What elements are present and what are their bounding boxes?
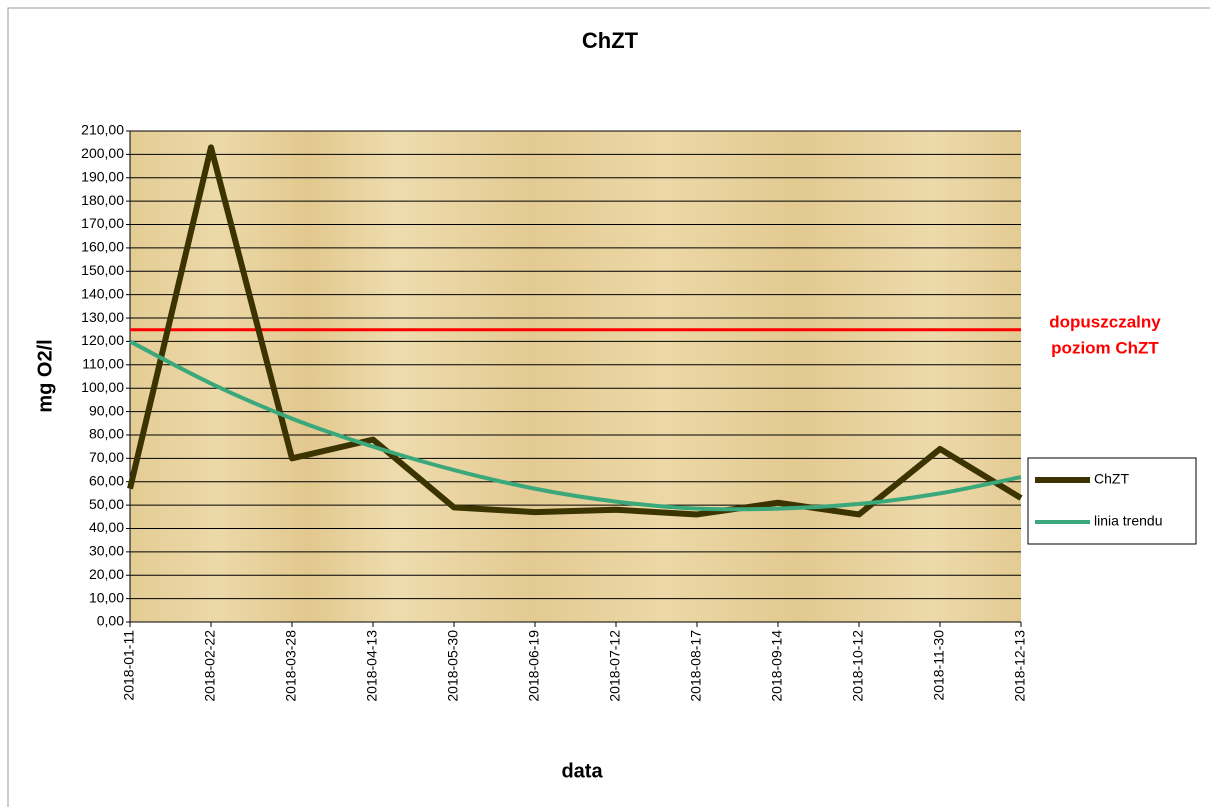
y-tick-label: 60,00: [89, 472, 124, 488]
y-tick-label: 210,00: [81, 122, 124, 138]
y-tick-label: 10,00: [89, 589, 124, 605]
x-tick-label: 2018-05-30: [445, 630, 461, 702]
y-tick-label: 90,00: [89, 402, 124, 418]
x-tick-label: 2018-03-28: [283, 630, 299, 702]
plot-area: [130, 131, 1021, 622]
y-tick-label: 0,00: [97, 613, 124, 629]
x-tick-label: 2018-06-19: [526, 630, 542, 702]
y-tick-label: 170,00: [81, 215, 124, 231]
legend-label: ChZT: [1094, 471, 1129, 487]
y-tick-label: 20,00: [89, 566, 124, 582]
y-tick-label: 200,00: [81, 145, 124, 161]
y-tick-label: 50,00: [89, 496, 124, 512]
y-tick-label: 140,00: [81, 285, 124, 301]
x-tick-label: 2018-11-30: [931, 630, 947, 701]
series-line: [129, 339, 1022, 512]
chart-title: ChZT: [582, 28, 639, 53]
y-tick-label: 110,00: [82, 356, 124, 372]
y-tick-label: 150,00: [81, 262, 124, 278]
y-tick-label: 160,00: [81, 239, 124, 255]
x-tick-label: 2018-12-13: [1012, 630, 1028, 702]
x-tick-label: 2018-09-14: [769, 630, 785, 702]
y-tick-label: 130,00: [81, 309, 124, 325]
x-tick-label: 2018-01-11: [121, 630, 137, 701]
y-tick-label: 180,00: [81, 192, 124, 208]
threshold-label: poziom ChZT: [1051, 338, 1159, 357]
x-tick-label: 2018-08-17: [688, 630, 704, 702]
x-tick-label: 2018-04-13: [364, 630, 380, 702]
y-tick-label: 190,00: [81, 168, 124, 184]
threshold-label: dopuszczalny: [1049, 312, 1161, 331]
x-tick-label: 2018-02-22: [202, 630, 218, 702]
y-tick-label: 40,00: [89, 519, 124, 535]
x-axis-label: data: [561, 760, 603, 782]
x-tick-label: 2018-07-12: [607, 630, 623, 702]
y-tick-label: 30,00: [89, 543, 124, 559]
y-tick-label: 100,00: [81, 379, 124, 395]
x-tick-label: 2018-10-12: [850, 630, 866, 702]
y-tick-label: 70,00: [89, 449, 124, 465]
y-axis-label: mg O2/l: [34, 339, 56, 412]
legend-label: linia trendu: [1094, 513, 1163, 529]
y-tick-label: 80,00: [89, 426, 124, 442]
legend-box: [1027, 457, 1197, 545]
y-tick-label: 120,00: [81, 332, 124, 348]
